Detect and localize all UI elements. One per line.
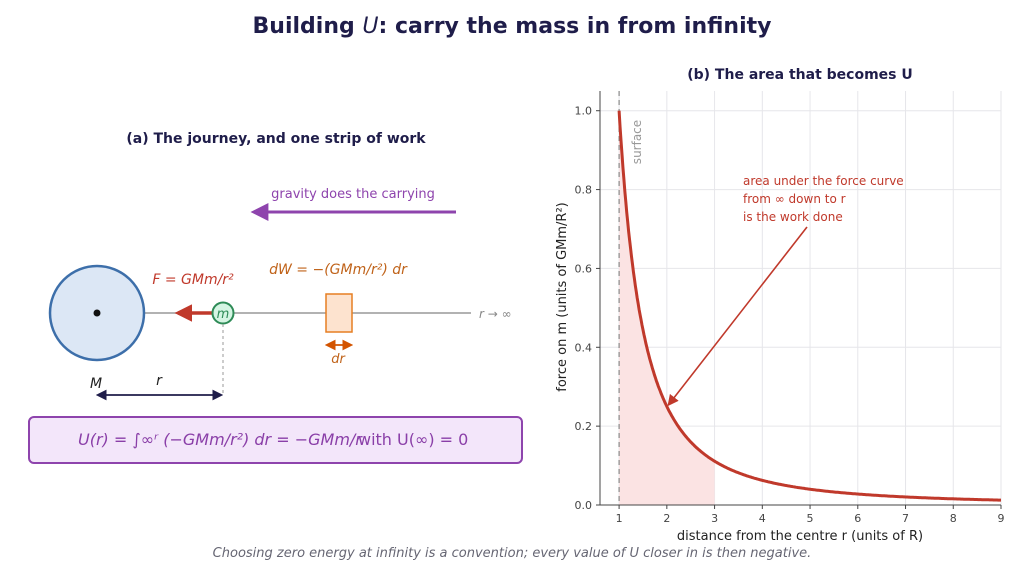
x-tick-label: 4 — [759, 512, 766, 525]
big-mass-label: M — [90, 376, 102, 392]
infinity-label: r → ∞ — [479, 307, 512, 321]
panel-a-title: (a) The journey, and one strip of work — [126, 131, 426, 147]
small-mass-label: m — [217, 307, 230, 322]
x-tick-label: 5 — [807, 512, 814, 525]
r-label: r — [156, 373, 163, 389]
formula-condition: with U(∞) = 0 — [358, 430, 468, 449]
gravity-label: gravity does the carrying — [271, 187, 435, 202]
surface-label: surface — [630, 120, 644, 164]
y-tick-label: 0.4 — [575, 341, 593, 354]
dw-label: dW = −(GMm/r²) dr — [269, 262, 408, 278]
y-tick-label: 0.0 — [575, 499, 593, 512]
y-tick-label: 0.6 — [575, 262, 593, 275]
annotation: area under the force curve from ∞ down t… — [667, 174, 904, 407]
x-tick-label: 3 — [711, 512, 718, 525]
annotation-line-2: from ∞ down to r — [743, 192, 846, 206]
x-axis-label: distance from the centre r (units of R) — [677, 529, 923, 544]
x-tick-label: 8 — [950, 512, 957, 525]
x-tick-label: 7 — [902, 512, 909, 525]
y-tick-label: 0.8 — [575, 184, 593, 197]
x-tick-labels: 1 2 3 4 5 6 7 8 9 — [616, 505, 1005, 525]
chart-grid — [600, 91, 1002, 506]
y-axis-label: force on m (units of GMm/R²) — [555, 202, 570, 391]
formula-text: U(r) = ∫∞ʳ (−GMm/r²) dr = −GMm/r — [78, 430, 363, 449]
x-tick-label: 1 — [616, 512, 623, 525]
x-tick-label: 9 — [998, 512, 1005, 525]
y-tick-labels: 0.0 0.2 0.4 0.6 0.8 1.0 — [575, 105, 600, 512]
work-strip — [325, 293, 353, 333]
shaded-area — [619, 110, 715, 505]
big-mass-center — [93, 309, 101, 317]
annotation-line-3: is the work done — [743, 210, 843, 224]
panel-b: (b) The area that becomes U surface 1 2 3 4… — [555, 67, 1005, 544]
formula-box — [28, 416, 523, 464]
y-tick-label: 0.2 — [575, 420, 593, 433]
dr-label: dr — [331, 352, 346, 367]
force-label: F = GMm/r² — [152, 272, 234, 288]
panel-a: (a) The journey, and one strip of work g… — [28, 131, 523, 464]
y-tick-label: 1.0 — [575, 105, 593, 118]
x-tick-label: 6 — [854, 512, 861, 525]
panel-b-title: (b) The area that becomes U — [687, 67, 913, 83]
x-tick-label: 2 — [663, 512, 670, 525]
annotation-line-1: area under the force curve — [743, 174, 904, 188]
annotation-arrow — [667, 226, 808, 407]
force-curve — [617, 110, 1001, 502]
page-title: Building U: carry the mass in from infin… — [252, 14, 772, 39]
footer-note: Choosing zero energy at infinity is a co… — [212, 546, 812, 561]
small-mass-circle — [211, 301, 235, 325]
